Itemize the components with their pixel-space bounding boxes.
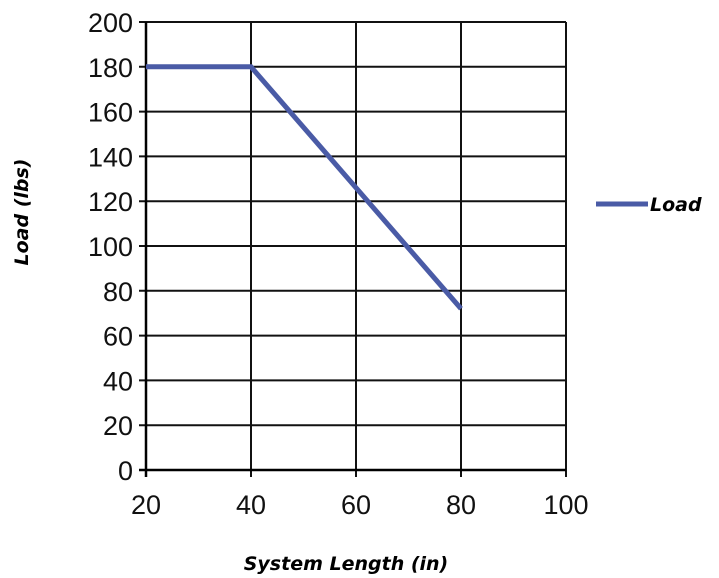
x-tick-label-20: 20	[131, 490, 161, 520]
y-tick-label-200: 200	[88, 8, 133, 38]
x-axis-title: System Length (in)	[244, 553, 449, 575]
legend-label-load: Load	[650, 194, 702, 216]
legend: Load	[596, 194, 702, 216]
y-tick-label-140: 140	[88, 142, 133, 172]
x-tick-label-40: 40	[236, 490, 266, 520]
series-group	[145, 64, 463, 311]
y-tick-label-180: 180	[88, 53, 133, 83]
series-line-load	[146, 64, 463, 311]
y-tick-label-80: 80	[103, 277, 133, 307]
y-tick-label-0: 0	[118, 456, 133, 486]
x-tick-label-80: 80	[446, 490, 476, 520]
y-tick-label-100: 100	[88, 232, 133, 262]
x-axis-ticks: 20 40 60 80 100	[131, 490, 589, 520]
y-tick-label-160: 160	[88, 98, 133, 128]
y-tick-label-120: 120	[88, 187, 133, 217]
y-tick-label-20: 20	[103, 411, 133, 441]
x-tick-label-100: 100	[543, 490, 588, 520]
y-tick-label-60: 60	[103, 322, 133, 352]
x-tick-label-60: 60	[341, 490, 371, 520]
y-tick-label-40: 40	[103, 366, 133, 396]
y-axis-title: Load (lbs)	[11, 159, 33, 266]
grid-lines	[139, 21, 567, 477]
